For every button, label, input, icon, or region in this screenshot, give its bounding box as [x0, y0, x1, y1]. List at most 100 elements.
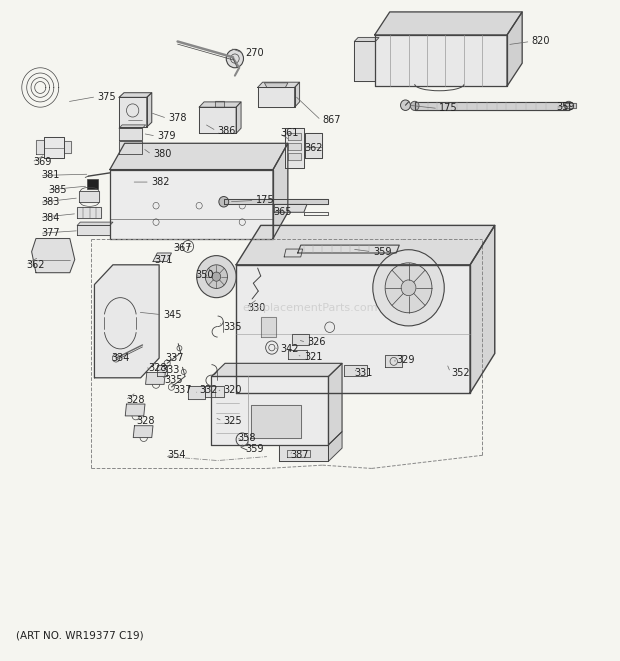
Polygon shape: [284, 249, 303, 257]
Polygon shape: [288, 153, 301, 160]
Text: 325: 325: [224, 416, 242, 426]
Circle shape: [385, 263, 432, 313]
Polygon shape: [285, 128, 304, 168]
Text: 377: 377: [41, 228, 60, 238]
Text: 820: 820: [532, 36, 550, 46]
Text: 371: 371: [155, 254, 174, 264]
Text: 379: 379: [157, 131, 176, 141]
Polygon shape: [215, 100, 224, 107]
Polygon shape: [355, 42, 375, 81]
Polygon shape: [146, 373, 166, 384]
Text: 369: 369: [33, 157, 51, 167]
Text: 375: 375: [97, 92, 116, 102]
Text: 354: 354: [167, 450, 185, 460]
Text: 350: 350: [195, 270, 213, 280]
Polygon shape: [32, 239, 75, 273]
Polygon shape: [236, 102, 241, 134]
Polygon shape: [355, 38, 379, 42]
Polygon shape: [507, 12, 522, 86]
Text: 334: 334: [112, 353, 130, 363]
Polygon shape: [294, 82, 299, 107]
Polygon shape: [224, 199, 329, 204]
Polygon shape: [133, 426, 153, 438]
Text: 328: 328: [149, 363, 167, 373]
Polygon shape: [291, 334, 309, 345]
Text: 175: 175: [440, 104, 458, 114]
Circle shape: [401, 280, 416, 295]
Polygon shape: [258, 82, 299, 87]
Polygon shape: [119, 93, 152, 97]
Text: 335: 335: [165, 375, 183, 385]
Text: 270: 270: [246, 48, 264, 58]
Circle shape: [564, 101, 573, 110]
Text: 337: 337: [173, 385, 192, 395]
Text: 352: 352: [451, 368, 470, 377]
Polygon shape: [279, 445, 329, 461]
Polygon shape: [286, 450, 310, 457]
Circle shape: [212, 272, 221, 281]
Text: 326: 326: [308, 337, 326, 347]
Text: 331: 331: [355, 368, 373, 377]
Polygon shape: [211, 377, 329, 445]
Polygon shape: [329, 432, 342, 461]
Polygon shape: [470, 225, 495, 393]
Text: 330: 330: [247, 303, 265, 313]
Polygon shape: [565, 103, 576, 108]
Polygon shape: [94, 265, 159, 378]
Polygon shape: [236, 265, 470, 393]
Text: 362: 362: [304, 143, 322, 153]
Polygon shape: [288, 134, 301, 140]
Polygon shape: [261, 317, 276, 337]
Bar: [87, 178, 98, 188]
Polygon shape: [385, 356, 402, 368]
Polygon shape: [78, 222, 113, 225]
Text: 328: 328: [126, 395, 145, 405]
Polygon shape: [205, 385, 224, 397]
Polygon shape: [44, 137, 64, 159]
Polygon shape: [288, 350, 307, 360]
Polygon shape: [273, 143, 288, 239]
Polygon shape: [78, 225, 110, 235]
Polygon shape: [110, 170, 273, 239]
Text: 382: 382: [151, 177, 170, 187]
Polygon shape: [415, 102, 569, 110]
Circle shape: [197, 256, 236, 297]
Polygon shape: [119, 125, 146, 128]
Text: 362: 362: [27, 260, 45, 270]
Polygon shape: [264, 83, 288, 87]
Text: 175: 175: [256, 196, 275, 206]
Polygon shape: [119, 97, 147, 127]
Polygon shape: [211, 364, 342, 377]
Text: 320: 320: [224, 385, 242, 395]
Polygon shape: [288, 143, 301, 150]
Polygon shape: [157, 365, 167, 377]
Circle shape: [401, 100, 410, 110]
Polygon shape: [274, 204, 307, 212]
Polygon shape: [329, 364, 342, 445]
Polygon shape: [374, 12, 522, 35]
Text: 359: 359: [556, 102, 575, 112]
Text: 384: 384: [41, 213, 60, 223]
Text: 345: 345: [164, 310, 182, 320]
Polygon shape: [298, 245, 399, 253]
Polygon shape: [236, 225, 495, 265]
Circle shape: [410, 101, 419, 110]
Text: 386: 386: [218, 126, 236, 136]
Text: (ART NO. WR19377 C19): (ART NO. WR19377 C19): [16, 631, 143, 641]
Polygon shape: [188, 386, 205, 399]
Text: 328: 328: [136, 416, 155, 426]
Circle shape: [373, 250, 445, 326]
Text: 378: 378: [169, 113, 187, 124]
Polygon shape: [199, 102, 241, 107]
Text: 867: 867: [322, 115, 341, 126]
Polygon shape: [125, 404, 145, 416]
Text: 329: 329: [396, 355, 415, 365]
Polygon shape: [153, 253, 172, 262]
Polygon shape: [305, 134, 322, 159]
Polygon shape: [199, 107, 236, 134]
Polygon shape: [119, 128, 143, 140]
Text: eReplacementParts.com: eReplacementParts.com: [242, 303, 378, 313]
Text: 385: 385: [48, 185, 67, 195]
Polygon shape: [344, 365, 366, 377]
Polygon shape: [110, 143, 288, 170]
